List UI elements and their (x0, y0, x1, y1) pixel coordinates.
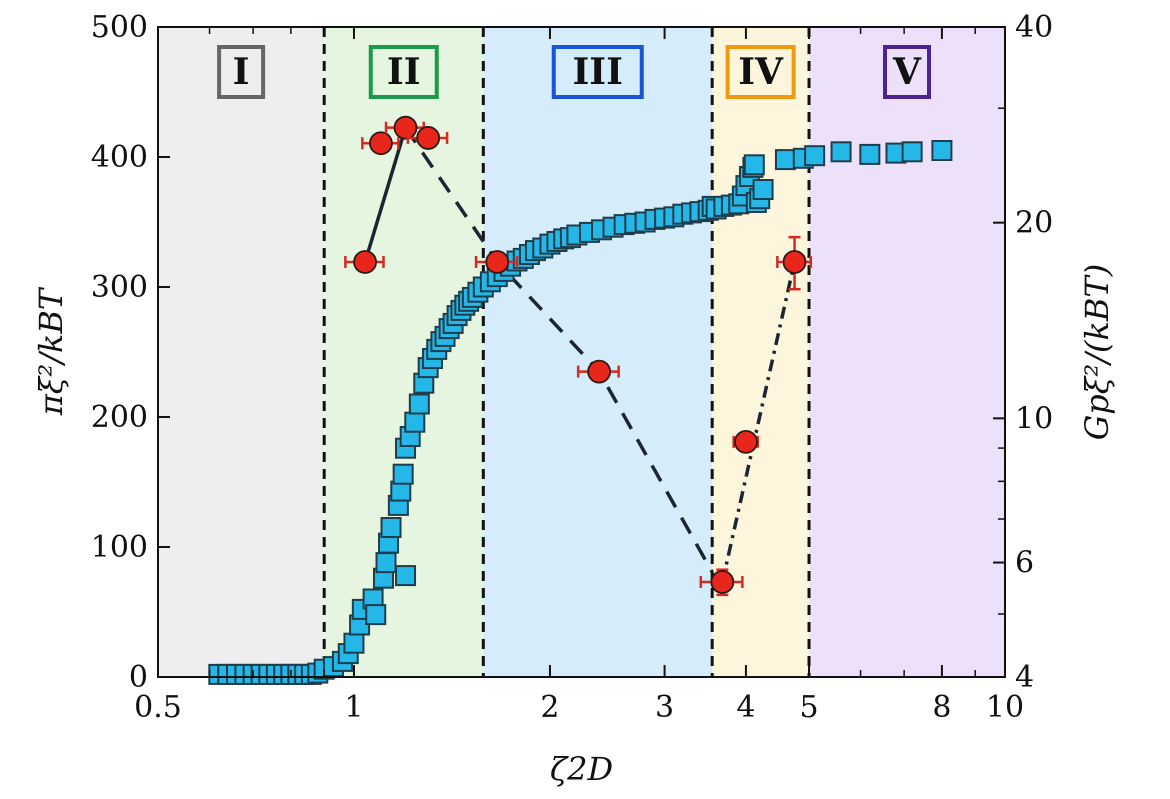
region-label-text: V (892, 51, 922, 93)
series-line-dashed (404, 126, 714, 573)
circle-series (344, 115, 812, 597)
region-label-iv: IV (725, 45, 796, 99)
circle-point (353, 250, 377, 274)
circle-point-group (576, 359, 620, 384)
circle-point-group (474, 250, 519, 274)
y-left-tick-label: 0 (129, 660, 148, 695)
square-point (743, 154, 765, 176)
square-point (365, 604, 387, 626)
circle-point-group (699, 568, 744, 597)
x-tick-label: 3 (655, 690, 674, 725)
y-left-tick-label: 500 (91, 10, 148, 45)
circle-point (734, 429, 758, 454)
region-label-frame (217, 45, 266, 99)
y-right-tick-label: 40 (1015, 10, 1053, 45)
y-right-axis-label: Gpξ²/(kBT) (1078, 264, 1116, 441)
circle-point (710, 570, 735, 594)
y-right-tick-label: 4 (1015, 660, 1034, 695)
region-labels: I II III IV V (217, 45, 932, 99)
region-label-i: I (217, 45, 266, 99)
y-right-tick-label: 10 (1015, 401, 1053, 436)
region-label-frame (551, 45, 644, 99)
region-label-text: II (387, 51, 421, 93)
y-left-axis-ticks: 0 100 200 300 400 500 (91, 10, 170, 695)
y-left-tick-label: 300 (91, 270, 148, 305)
plot-frame (157, 26, 1006, 678)
square-point (752, 179, 774, 200)
y-left-tick-label: 100 (91, 530, 148, 565)
x-tick-label: 10 (986, 690, 1024, 725)
region-i (158, 27, 325, 677)
region-v (809, 27, 1005, 677)
x-axis-ticks: 0.5 1 2 3 4 5 8 10 (134, 27, 1024, 725)
square-point (931, 140, 953, 161)
y-left-tick-label: 200 (91, 400, 148, 435)
region-label-frame (368, 45, 439, 99)
square-point (830, 141, 852, 163)
circle-point-group (776, 235, 812, 291)
circle-point-group (344, 250, 385, 274)
square-point (859, 143, 881, 165)
region-label-frame (725, 45, 796, 99)
circle-series-lines (363, 126, 797, 583)
region-label-text: I (233, 51, 250, 93)
region-label-iii: III (551, 45, 644, 99)
circle-point-group (732, 429, 759, 454)
region-label-text: IV (738, 51, 784, 93)
circle-point (369, 131, 393, 156)
x-tick-label: 8 (932, 690, 951, 725)
circle-point (485, 250, 510, 274)
x-tick-label: 5 (799, 690, 818, 725)
x-tick-label: 2 (540, 690, 559, 725)
region-label-ii: II (368, 45, 439, 99)
square-point (395, 565, 417, 587)
y-left-tick-label: 400 (91, 140, 148, 175)
series-line-dashdot (720, 261, 797, 583)
square-point (804, 145, 826, 167)
y-right-tick-label: 6 (1015, 546, 1034, 581)
y-right-axis-ticks: 4 6 10 20 40 (993, 10, 1053, 695)
x-tick-label: 0.5 (134, 690, 182, 725)
region-label-v: V (883, 45, 932, 99)
square-point (392, 463, 414, 485)
region-boundaries (322, 27, 811, 677)
y-left-axis-label: πξ²/kBT (32, 286, 70, 416)
circle-point (416, 126, 441, 150)
region-label-frame (883, 45, 932, 99)
square-point (408, 393, 430, 415)
region-backgrounds (158, 27, 1005, 677)
circle-point (587, 359, 612, 384)
square-point (404, 411, 426, 433)
circle-point (782, 250, 807, 274)
y-right-tick-label: 20 (1015, 206, 1053, 241)
circle-point-group (361, 131, 400, 156)
circle-point-group (406, 126, 449, 150)
square-point (901, 141, 923, 163)
x-tick-label: 1 (344, 690, 363, 725)
x-tick-label: 4 (736, 690, 755, 725)
circle-point-group (384, 115, 426, 140)
circle-point (393, 115, 418, 140)
region-iii (483, 27, 713, 677)
square-point (380, 517, 402, 538)
x-axis-label: ζ2D (550, 750, 613, 788)
square-point (774, 149, 796, 171)
square-point (375, 552, 397, 574)
series-line-solid (363, 127, 408, 263)
region-label-text: III (572, 51, 623, 93)
square-point (343, 632, 365, 654)
